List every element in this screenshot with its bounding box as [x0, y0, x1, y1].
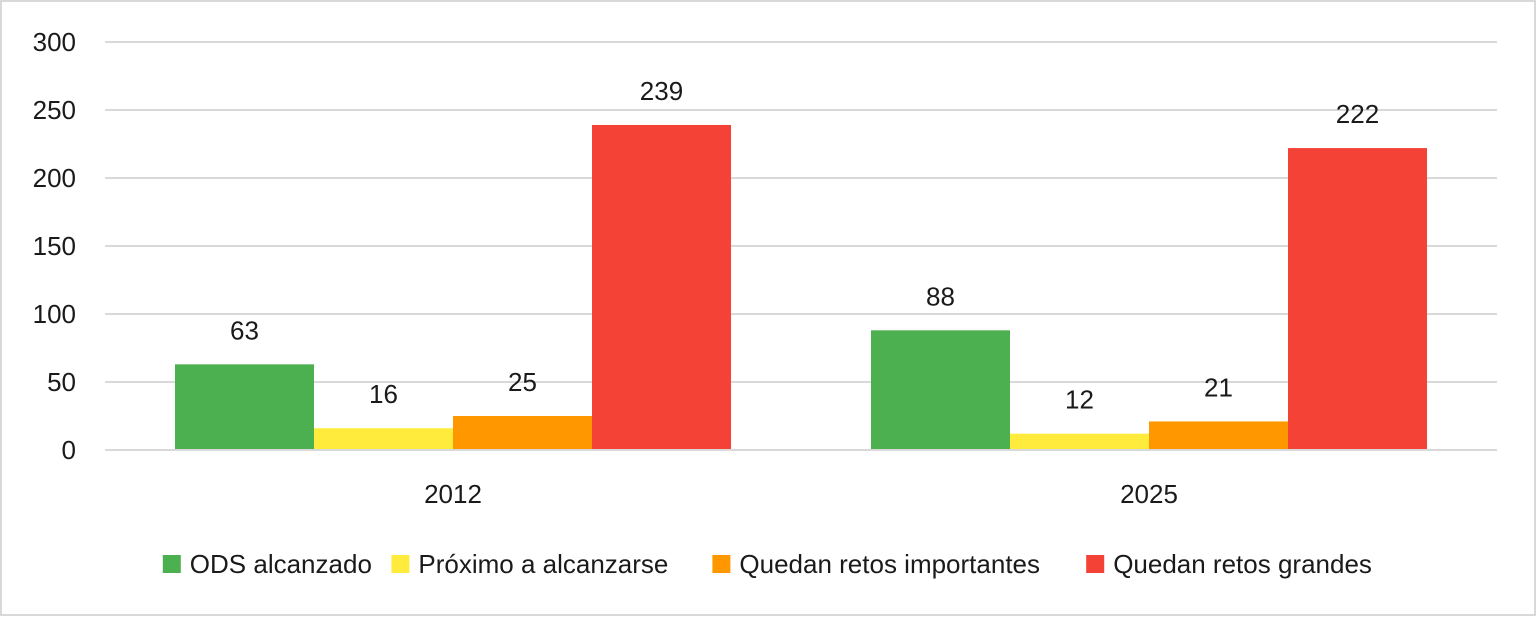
- data-labels: 63 16 25 239 88 12 21 222: [230, 76, 1379, 415]
- legend-label-3: Quedan retos grandes: [1113, 549, 1372, 579]
- gridlines: [105, 41, 1497, 451]
- data-label-2025-1: 12: [1065, 385, 1094, 415]
- data-label-2025-2: 21: [1204, 372, 1233, 402]
- data-label-2012-2: 25: [508, 367, 537, 397]
- bar-2025-2: [1149, 421, 1288, 450]
- bar-2025-0: [871, 330, 1010, 450]
- legend-swatch-1: [391, 555, 410, 573]
- legend-swatch-3: [1086, 555, 1105, 573]
- y-tick-label-200: 200: [33, 163, 76, 193]
- data-label-2012-1: 16: [369, 379, 398, 409]
- x-axis: 2012 2025: [105, 449, 1497, 509]
- legend-label-2: Quedan retos importantes: [739, 549, 1040, 579]
- bar-2025-3: [1288, 148, 1427, 450]
- y-tick-label-100: 100: [33, 299, 76, 329]
- bar-2012-3: [592, 124, 731, 451]
- bar-2012-0: [175, 364, 314, 450]
- data-label-2012-3: 239: [640, 76, 683, 106]
- legend-swatch-2: [712, 555, 731, 573]
- y-tick-label-250: 250: [33, 95, 76, 125]
- legend-swatch-0: [162, 555, 181, 573]
- x-tick-label-2012: 2012: [424, 479, 482, 509]
- legend-label-0: ODS alcanzado: [190, 549, 372, 579]
- y-tick-label-0: 0: [62, 435, 76, 465]
- legend-item-2: Quedan retos importantes: [712, 549, 1040, 579]
- bar-2025-1: [1010, 433, 1149, 450]
- bar-2012-2: [453, 416, 592, 450]
- legend-item-1: Próximo a alcanzarse: [391, 549, 668, 579]
- legend-item-0: ODS alcanzado: [162, 549, 372, 579]
- x-tick-label-2025: 2025: [1120, 479, 1178, 509]
- legend-item-3: Quedan retos grandes: [1086, 549, 1372, 579]
- bars: [175, 124, 1427, 451]
- y-tick-label-50: 50: [47, 367, 76, 397]
- y-axis: 0 50 100 150 200 250 300: [33, 27, 76, 465]
- bar-2012-1: [314, 428, 453, 450]
- y-tick-label-300: 300: [33, 27, 76, 57]
- legend-label-1: Próximo a alcanzarse: [418, 549, 668, 579]
- y-tick-label-150: 150: [33, 231, 76, 261]
- data-label-2025-3: 222: [1336, 99, 1379, 129]
- data-label-2025-0: 88: [926, 281, 955, 311]
- legend: ODS alcanzado Próximo a alcanzarse Quedan …: [162, 549, 1372, 579]
- data-label-2012-0: 63: [230, 315, 259, 345]
